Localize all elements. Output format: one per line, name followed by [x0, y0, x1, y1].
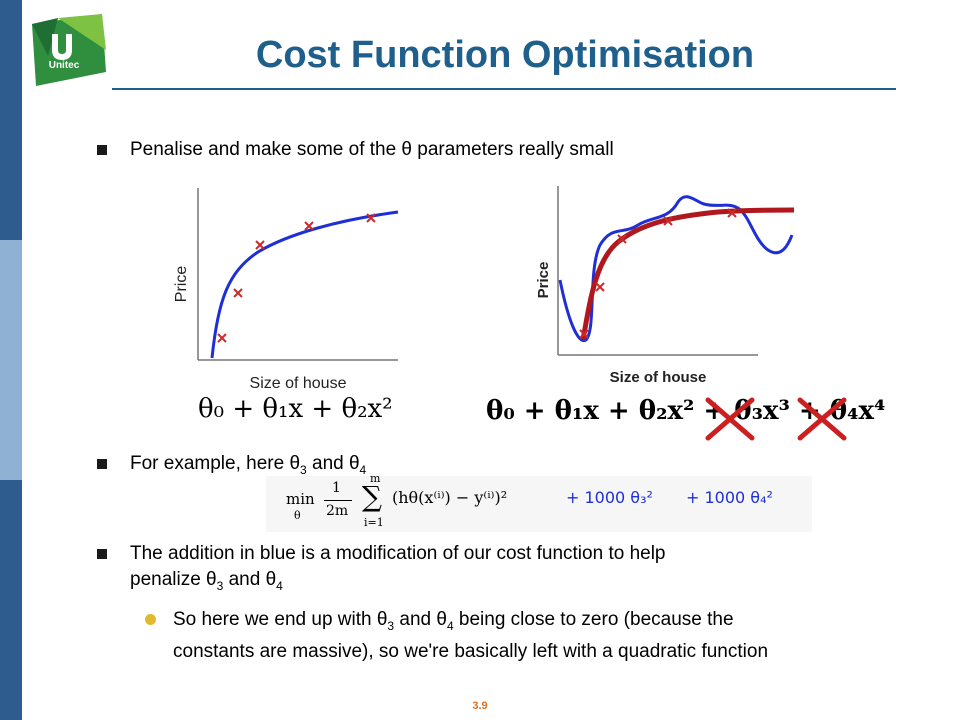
cost-fraction-den: 2m: [326, 503, 349, 519]
penalty-theta3: + 1000 θ₃²: [566, 488, 653, 507]
sum-lower: i=1: [364, 516, 384, 529]
overfit-graph: Price Size of house: [535, 186, 795, 386]
sum-upper: m: [370, 472, 381, 485]
bullet-text: constants are massive), so we're basical…: [173, 640, 769, 662]
slide-title: Cost Function Optimisation: [255, 34, 755, 76]
left-bar-top: [0, 0, 22, 240]
bullet-text: For example, here θ: [130, 453, 301, 474]
fraction-bar: [324, 500, 352, 501]
cost-fraction-num: 1: [332, 480, 341, 496]
subscript: 3: [300, 462, 307, 477]
subscript: 4: [446, 618, 454, 633]
page-number: 3.9: [472, 700, 488, 712]
quadratic-curve: [210, 210, 399, 359]
subscript: 3: [216, 578, 224, 593]
unitec-logo: Unitec: [28, 10, 108, 90]
cost-min-subscript: θ: [294, 509, 301, 522]
bullet-dot-icon: [145, 614, 156, 625]
right-graph-xlabel: Size of house: [610, 369, 707, 386]
bullet-text: So here we end up with θ: [173, 609, 388, 630]
bullet-square-icon: [97, 549, 107, 559]
cost-min: min: [286, 490, 315, 508]
bullet-addition: The addition in blue is a modification o…: [97, 541, 666, 599]
regularized-cost-function: min θ 1 2m m ∑ i=1 (hθ(x⁽ⁱ⁾) − y⁽ⁱ⁾)² + …: [266, 472, 812, 532]
bullet-text: and θ: [223, 569, 277, 590]
bullet-text: and θ: [306, 453, 360, 474]
quadratic-fit-graph: Price Size of house: [173, 188, 399, 392]
left-bar-bottom: [0, 480, 22, 720]
right-graph-ylabel: Price: [535, 262, 552, 299]
bullet-text: and θ: [394, 609, 447, 630]
sum-symbol: ∑: [362, 480, 382, 513]
left-graph-xlabel: Size of house: [250, 375, 347, 392]
cost-body: (hθ(x⁽ⁱ⁾) − y⁽ⁱ⁾)²: [392, 488, 508, 507]
bullet-text: Penalise and make some of the θ paramete…: [130, 139, 614, 160]
bullet-square-icon: [97, 459, 107, 469]
left-graph-ylabel: Price: [173, 266, 190, 303]
penalty-theta4: + 1000 θ₄²: [686, 488, 773, 507]
logo-text: Unitec: [48, 60, 80, 71]
quadratic-fit-curve: [580, 207, 795, 341]
bullet-text: penalize θ: [130, 569, 217, 590]
strike-through-crosses: [705, 397, 847, 441]
bullet-penalise: Penalise and make some of the θ paramete…: [97, 137, 614, 163]
overfit-data-point-crosses: [579, 208, 737, 339]
sub-bullet-quadratic: So here we end up with θ3 and θ4 being c…: [145, 607, 769, 665]
bullet-text: The addition in blue is a modification o…: [130, 543, 666, 564]
bullet-example: For example, here θ3 and θ4: [97, 451, 367, 483]
bullet-square-icon: [97, 145, 107, 155]
subscript: 3: [387, 618, 395, 633]
quadratic-formula: θ₀ + θ₁x + θ₂x²: [198, 394, 393, 424]
title-underline: [112, 88, 896, 90]
left-bar-middle: [0, 240, 22, 480]
subscript: 4: [276, 578, 283, 593]
overfit-curve: [558, 195, 794, 343]
bullet-text: being close to zero (because the: [453, 609, 734, 630]
data-point-crosses: [217, 213, 376, 343]
subscript: 4: [359, 462, 367, 477]
